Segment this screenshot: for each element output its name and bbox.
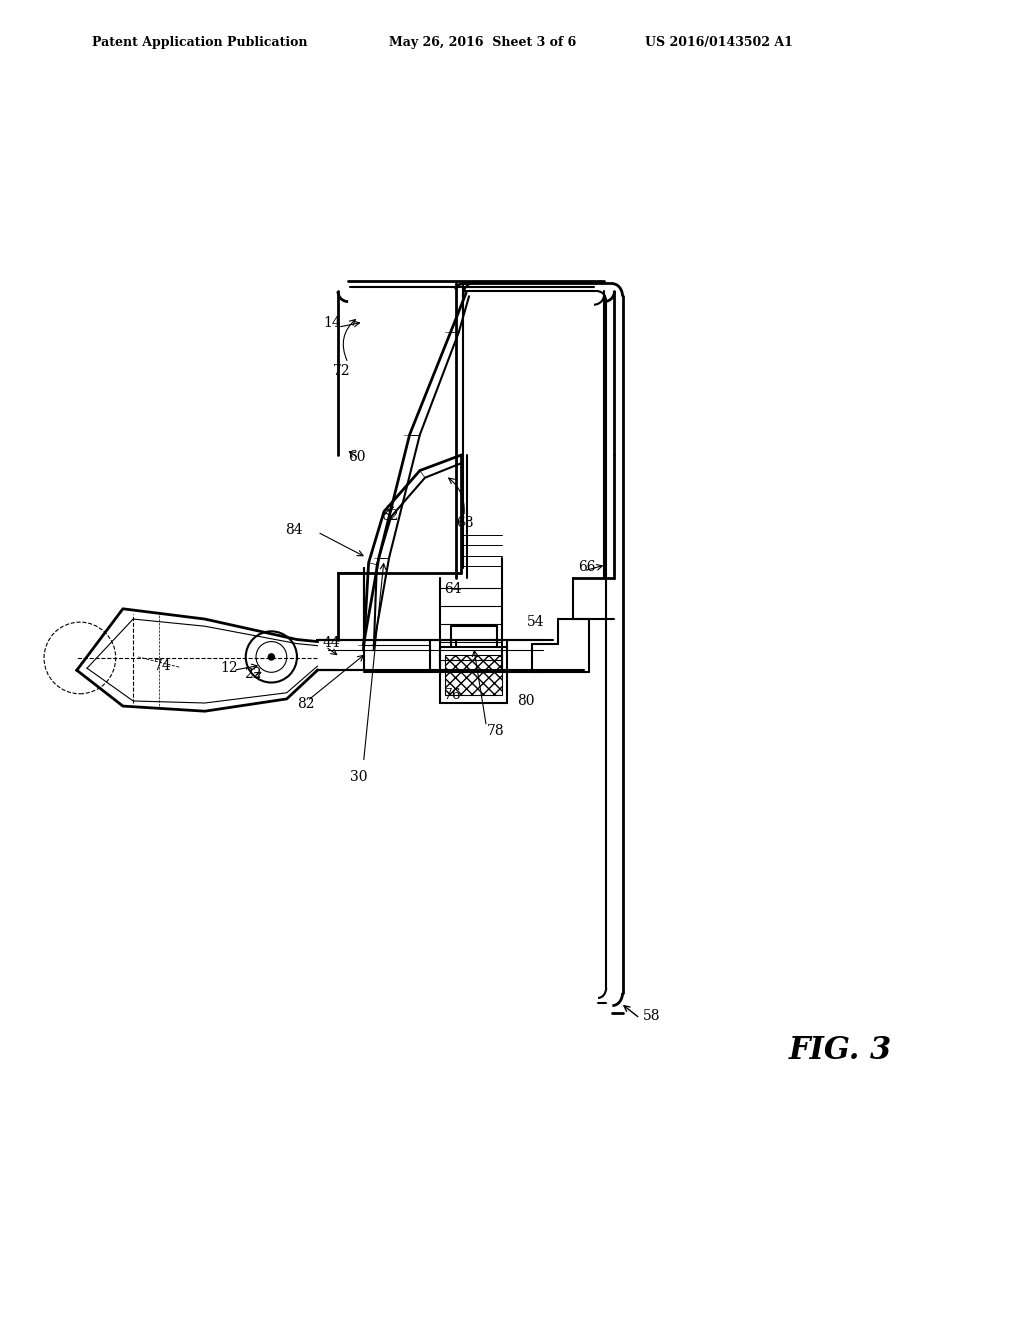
Text: Patent Application Publication: Patent Application Publication [92,36,307,49]
Text: 62: 62 [381,508,398,523]
Text: 22: 22 [244,668,261,681]
Text: US 2016/0143502 A1: US 2016/0143502 A1 [645,36,793,49]
Bar [445,655,502,694]
Text: 66: 66 [579,560,596,574]
Text: 12: 12 [220,661,238,676]
Text: 78: 78 [486,723,504,738]
Text: 44: 44 [323,636,340,649]
Text: 68: 68 [456,516,473,529]
Text: 76: 76 [443,688,461,702]
Circle shape [268,653,274,660]
Bar [440,647,507,704]
Text: May 26, 2016  Sheet 3 of 6: May 26, 2016 Sheet 3 of 6 [389,36,577,49]
Text: 84: 84 [285,523,302,537]
Text: 58: 58 [643,1010,660,1023]
Text: 74: 74 [154,659,171,673]
Text: 54: 54 [527,615,545,630]
Text: 14: 14 [324,317,341,330]
Text: 30: 30 [350,770,368,784]
Text: 64: 64 [444,582,462,597]
Text: FIG. 3: FIG. 3 [788,1035,892,1067]
Text: 60: 60 [348,450,366,465]
Text: 72: 72 [333,364,350,379]
Text: 80: 80 [517,694,535,708]
Text: 82: 82 [297,697,314,711]
